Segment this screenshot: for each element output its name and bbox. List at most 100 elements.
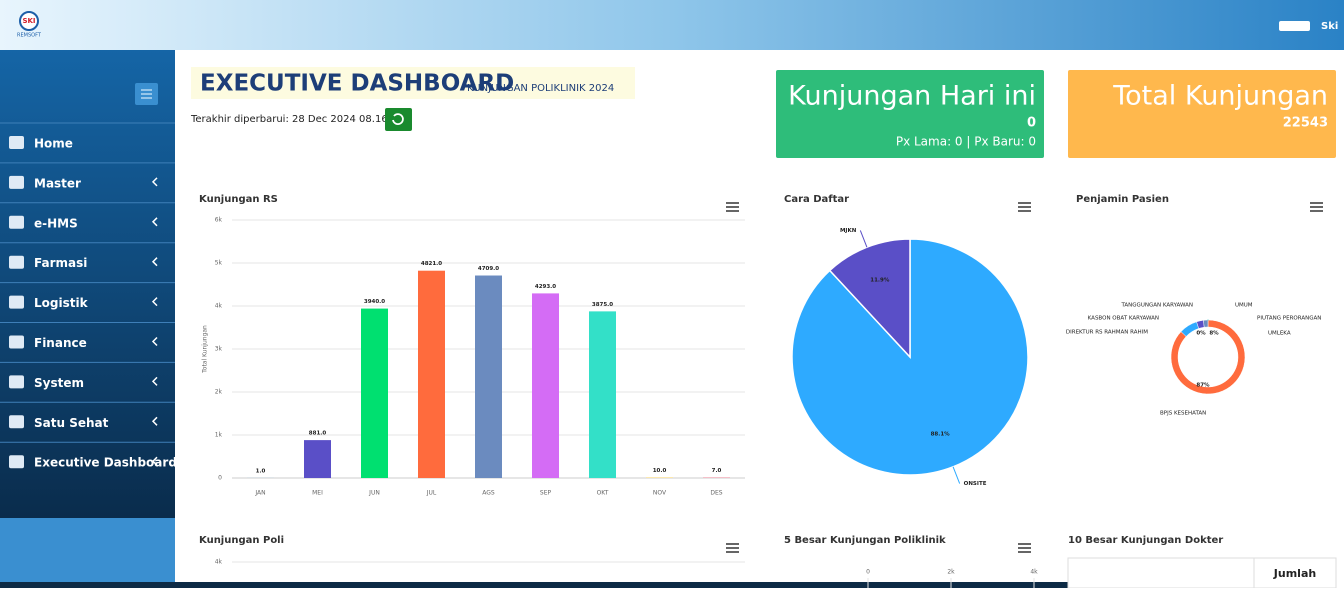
- bar-value-label: 7.0: [712, 468, 722, 474]
- table-title: 10 Besar Kunjungan Dokter: [1068, 535, 1223, 546]
- y-tick-label: 4k: [215, 303, 223, 310]
- card-value: 22543: [1283, 116, 1328, 131]
- chart-title: Kunjungan RS: [199, 194, 278, 205]
- menu-icon: [9, 216, 24, 229]
- donut-label: PIUTANG PERORANGAN: [1257, 316, 1321, 322]
- chart-title: Cara Daftar: [784, 194, 849, 205]
- bar-value-label: 4709.0: [478, 266, 499, 272]
- sidebar: [0, 50, 175, 518]
- bar[interactable]: [361, 309, 388, 478]
- menu-item[interactable]: Farmasi: [34, 256, 87, 270]
- donut-label: UMLEKA: [1268, 331, 1291, 337]
- bar-value-label: 4821.0: [421, 261, 442, 267]
- pie-connector: [860, 230, 867, 247]
- x-tick-label: 4k: [1030, 569, 1038, 576]
- user-avatar[interactable]: [1279, 21, 1310, 31]
- x-tick-label: DES: [710, 490, 722, 497]
- menu-item[interactable]: e-HMS: [34, 216, 78, 230]
- bar[interactable]: [304, 440, 331, 478]
- menu-icon: [9, 415, 24, 428]
- bar-value-label: 10.0: [653, 468, 667, 474]
- header-bar: [0, 0, 1344, 50]
- sidebar-footer: [0, 518, 175, 582]
- menu-icon: [9, 375, 24, 388]
- donut-label: BPJS KESEHATAN: [1160, 411, 1206, 417]
- pie-label: ONSITE: [964, 481, 987, 487]
- y-tick-label: 1k: [215, 432, 223, 439]
- x-tick-label: AGS: [482, 490, 495, 497]
- x-tick-label: SEP: [540, 490, 552, 497]
- y-tick-label: 6k: [215, 217, 223, 224]
- page-subtitle: KUNJUNGAN POLIKLINIK 2024: [467, 83, 614, 94]
- donut-value-label: 0%: [1196, 331, 1206, 337]
- card-value: 0: [1027, 116, 1036, 131]
- pie-value-label: 88.1%: [931, 431, 951, 437]
- menu-item[interactable]: Finance: [34, 336, 87, 350]
- chart-menu[interactable]: [1018, 544, 1031, 552]
- chart-menu[interactable]: [726, 203, 739, 211]
- bar[interactable]: [475, 276, 502, 478]
- refresh-button[interactable]: [385, 108, 412, 131]
- y-tick-label: 2k: [215, 389, 223, 396]
- menu-item[interactable]: Logistik: [34, 296, 89, 310]
- menu-item[interactable]: System: [34, 376, 84, 390]
- menu-icon: [9, 136, 24, 149]
- user-name[interactable]: Ski: [1321, 21, 1338, 32]
- pie-value-label: 11.9%: [870, 278, 890, 284]
- menu-icon: [9, 256, 24, 269]
- card-detail: Px Lama: 0 | Px Baru: 0: [896, 135, 1036, 149]
- bar[interactable]: [532, 293, 559, 478]
- x-tick-label: JUL: [426, 490, 437, 497]
- chart-menu[interactable]: [726, 544, 739, 552]
- bar[interactable]: [589, 311, 616, 478]
- bar-value-label: 3875.0: [592, 302, 613, 308]
- menu-icon: [9, 336, 24, 349]
- y-tick-label: 3k: [215, 346, 223, 353]
- donut-label: UMUM: [1235, 303, 1253, 309]
- pie-label: MJKN: [840, 228, 857, 234]
- footer-strip: [0, 582, 1068, 588]
- x-tick-label: OKT: [597, 490, 609, 497]
- chart-menu[interactable]: [1310, 203, 1323, 211]
- pie-connector: [953, 467, 960, 484]
- bar-value-label: 1.0: [256, 468, 266, 474]
- menu-item[interactable]: Master: [34, 176, 81, 190]
- x-tick-label: 0: [866, 569, 870, 576]
- donut-value-label: 8%: [1209, 331, 1219, 337]
- y-tick-label: 4k: [215, 559, 223, 566]
- chart-title: Penjamin Pasien: [1076, 194, 1169, 205]
- menu-item[interactable]: Satu Sehat: [34, 416, 109, 430]
- x-tick-label: JAN: [254, 490, 265, 497]
- card-title: Total Kunjungan: [1112, 81, 1328, 112]
- menu-icon: [9, 296, 24, 309]
- bar[interactable]: [418, 271, 445, 478]
- bar-value-label: 881.0: [309, 431, 327, 437]
- donut-label: TANGGUNGAN KARYAWAN: [1120, 303, 1193, 309]
- x-tick-label: NOV: [653, 490, 667, 497]
- donut-value-label: 87%: [1196, 383, 1210, 389]
- bar-value-label: 4293.0: [535, 284, 556, 290]
- chart-title: Kunjungan Poli: [199, 535, 284, 546]
- donut-slice[interactable]: [1203, 320, 1208, 327]
- x-tick-label: MEI: [312, 490, 323, 497]
- bar-value-label: 3940.0: [364, 299, 385, 305]
- donut-label: KASBON OBAT KARYAWAN: [1088, 316, 1159, 322]
- table-header: Jumlah: [1273, 567, 1316, 580]
- x-tick-label: 2k: [947, 569, 955, 576]
- logo-sub: REMSOFT: [17, 33, 42, 39]
- y-tick-label: 0: [218, 475, 222, 482]
- donut-slice[interactable]: [1208, 320, 1209, 321]
- menu-icon: [9, 176, 24, 189]
- y-tick-label: 5k: [215, 260, 223, 267]
- y-axis-label: Total Kunjungan: [202, 325, 209, 374]
- menu-item[interactable]: Home: [34, 137, 73, 151]
- logo-text: SKI: [22, 17, 35, 25]
- chart-menu[interactable]: [1018, 203, 1031, 211]
- menu-icon: [9, 455, 24, 468]
- x-tick-label: JUN: [368, 490, 380, 497]
- last-updated: Terakhir diperbarui: 28 Dec 2024 08.16: [190, 114, 388, 125]
- donut-label: DIREKTUR RS RAHMAN RAHIM: [1066, 330, 1148, 336]
- chart-title: 5 Besar Kunjungan Poliklinik: [784, 535, 946, 546]
- card-title: Kunjungan Hari ini: [788, 81, 1036, 112]
